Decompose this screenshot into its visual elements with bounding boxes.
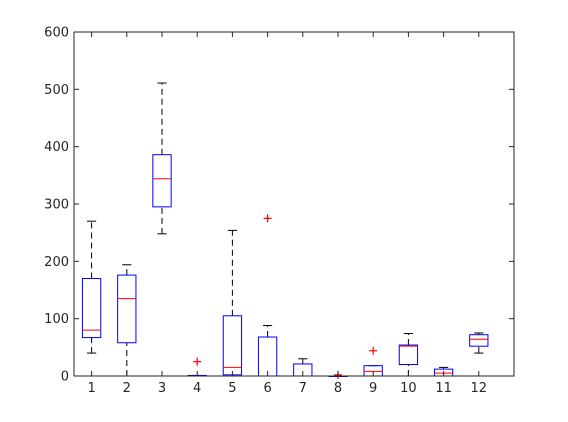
y-tick-label-400: 400 [44, 140, 69, 155]
x-tick-label-6: 6 [263, 381, 271, 396]
outlier-marker-4-0 [193, 357, 202, 366]
box-12 [469, 334, 489, 347]
y-tick-label-100: 100 [44, 312, 69, 327]
x-tick-label-7: 7 [299, 381, 307, 396]
x-tick-label-11: 11 [435, 381, 452, 396]
x-tick-label-8: 8 [334, 381, 342, 396]
box-group-3 [152, 82, 172, 235]
y-tick-label-200: 200 [44, 255, 69, 270]
x-tick-label-3: 3 [158, 381, 166, 396]
x-tick-label-4: 4 [193, 381, 201, 396]
box-group-10 [398, 333, 419, 377]
y-tick-label-500: 500 [44, 83, 69, 98]
y-tick-label-600: 600 [44, 26, 69, 41]
box-group-2 [117, 264, 137, 377]
box-1 [81, 278, 102, 339]
box-10 [398, 344, 419, 366]
x-tick-label-5: 5 [228, 381, 236, 396]
x-tick-label-10: 10 [400, 381, 417, 396]
plot-background [74, 32, 514, 376]
box-group-12 [469, 332, 489, 354]
x-tick-label-2: 2 [123, 381, 131, 396]
outlier-marker-9-0 [369, 346, 378, 355]
box-3 [152, 154, 172, 208]
x-tick-label-1: 1 [87, 381, 95, 396]
box-2 [117, 274, 137, 344]
y-tick-label-300: 300 [44, 198, 69, 213]
y-tick-label-0: 0 [61, 370, 69, 385]
x-tick-label-9: 9 [369, 381, 377, 396]
x-tick-label-12: 12 [471, 381, 488, 396]
box-group-1 [81, 220, 102, 354]
outlier-marker-6-0 [263, 214, 272, 223]
